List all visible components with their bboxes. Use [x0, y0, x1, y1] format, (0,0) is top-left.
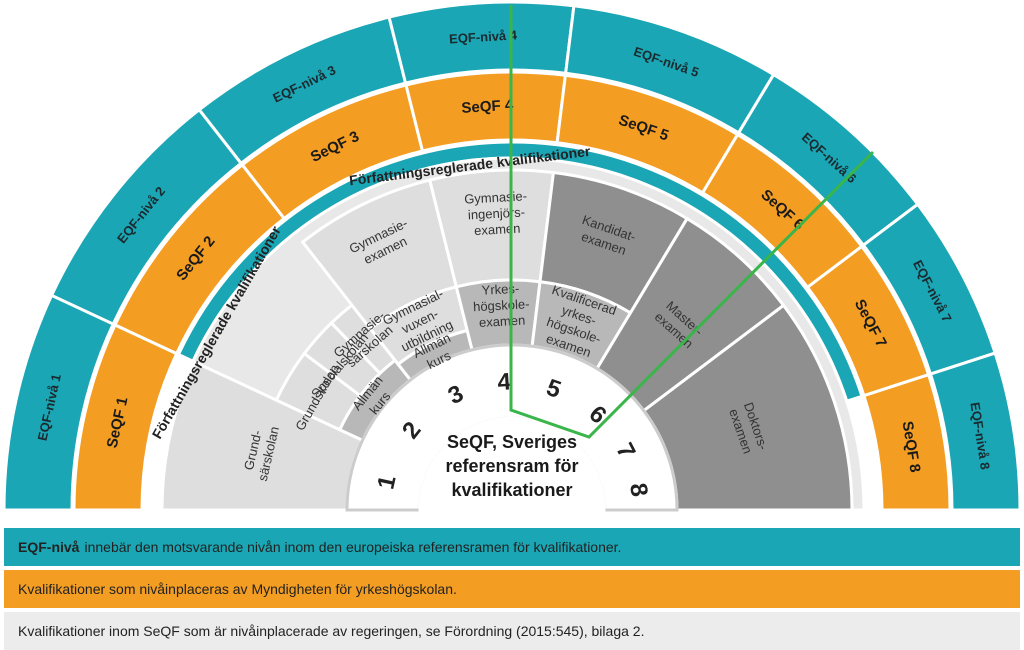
qualification-label-10-line: examen	[479, 313, 526, 330]
legend-yh-text: Kvalifikationer som nivåinplaceras av My…	[18, 581, 457, 597]
legend-eqf: EQF-nivå innebär den motsvarande nivån i…	[4, 528, 1020, 566]
legend-regering: Kvalifikationer inom SeQF som är nivåinp…	[4, 612, 1020, 650]
qualification-label-10-line: Yrkes-	[481, 281, 519, 298]
qualification-label-10-line: högskole-	[473, 296, 530, 314]
green-annotation-line	[509, 5, 875, 439]
center-title-line-1: SeQF, Sveriges	[447, 432, 577, 452]
legend-yh: Kvalifikationer som nivåinplaceras av My…	[4, 570, 1020, 608]
level-number-8: 8	[624, 481, 653, 498]
qualification-label-9-line: examen	[474, 221, 521, 238]
qualification-label-9-line: ingenjörs-	[468, 204, 526, 222]
level-number-1: 1	[372, 473, 401, 492]
eqf-segment-8	[928, 351, 1022, 512]
center-disc	[418, 416, 606, 512]
center-title-line-2: referensram för	[445, 456, 578, 476]
level-number-4: 4	[497, 368, 513, 396]
legend-eqf-text: innebär den motsvarande nivån inom den e…	[84, 539, 622, 555]
seqf-label-4: SeQF 4	[461, 97, 514, 117]
seqf-segment-8	[862, 372, 952, 512]
qualification-label-9: Gymnasie-ingenjörs-examen	[464, 188, 528, 238]
eqf-label-4: EQF-nivå 4	[449, 27, 518, 46]
legend-regering-text: Kvalifikationer inom SeQF som är nivåinp…	[18, 623, 645, 639]
center-title-line-3: kvalifikationer	[451, 480, 572, 500]
legend-eqf-bold: EQF-nivå	[18, 539, 80, 555]
